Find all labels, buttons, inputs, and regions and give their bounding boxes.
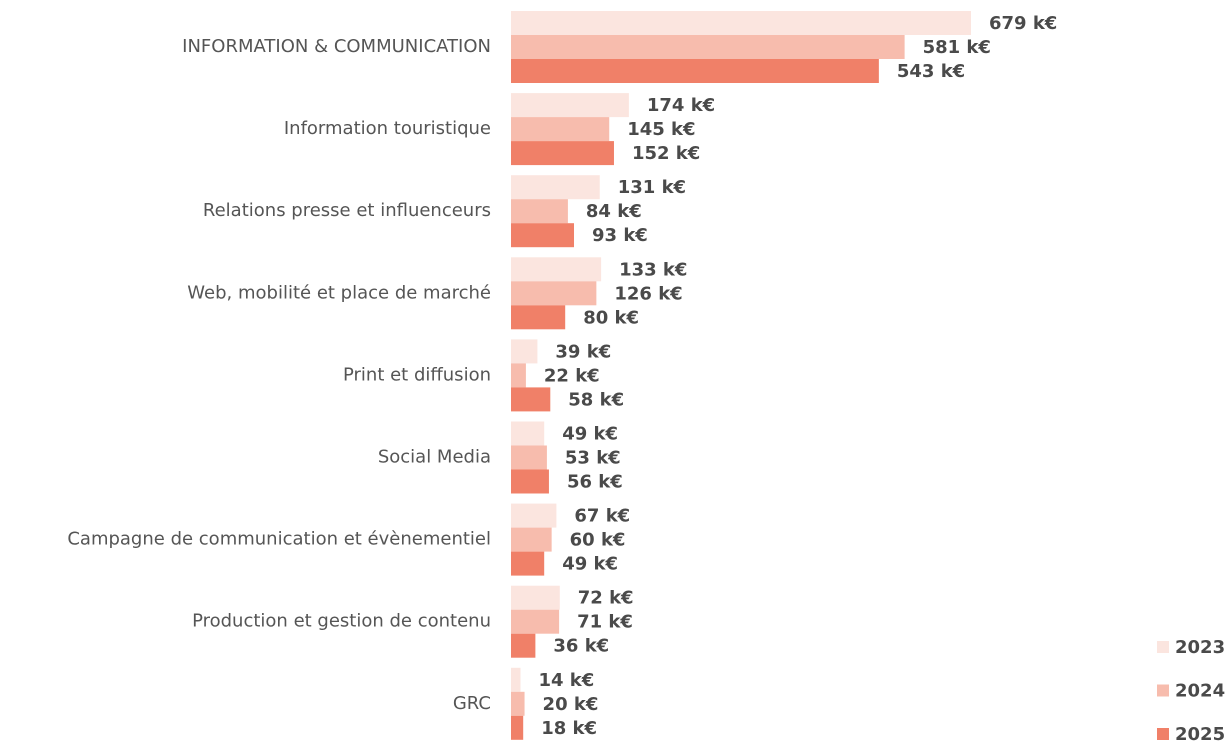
bar (511, 469, 549, 494)
category-label: Social Media (378, 447, 491, 468)
bar (511, 363, 526, 388)
bar (511, 117, 610, 142)
value-label: 22 k€ (544, 365, 600, 386)
bar (511, 387, 551, 412)
bar (511, 59, 879, 83)
value-label: 71 k€ (577, 612, 633, 633)
value-label: 174 k€ (647, 95, 715, 116)
bar (511, 11, 971, 35)
bar (511, 527, 552, 552)
category-label: INFORMATION & COMMUNICATION (182, 36, 491, 57)
value-label: 36 k€ (553, 636, 609, 657)
bar (511, 223, 575, 248)
value-label: 39 k€ (555, 341, 611, 362)
bar (511, 445, 547, 470)
bar (511, 551, 545, 576)
category-label: Production et gestion de contenu (192, 611, 491, 632)
value-label: 133 k€ (619, 259, 687, 280)
bar (511, 715, 524, 740)
legend-swatch (1157, 684, 1169, 697)
category-label: Relations presse et influenceurs (203, 200, 491, 221)
legend-swatch (1157, 641, 1169, 653)
category-label: Information touristique (284, 118, 491, 139)
bar (511, 141, 614, 166)
value-label: 84 k€ (586, 201, 642, 222)
bar (511, 691, 525, 716)
bar (511, 257, 602, 282)
value-label: 14 k€ (538, 670, 594, 691)
value-label: 131 k€ (618, 177, 686, 198)
value-label: 58 k€ (568, 389, 624, 410)
bar (511, 633, 536, 658)
bar (511, 93, 629, 118)
value-label: 49 k€ (562, 554, 618, 575)
value-label: 80 k€ (583, 307, 639, 328)
bar (511, 339, 538, 364)
bar (511, 175, 600, 200)
value-label: 145 k€ (627, 119, 695, 140)
bar (511, 667, 521, 692)
legend-label: 2025 (1175, 724, 1225, 742)
bar (511, 503, 557, 528)
legend-label: 2023 (1175, 637, 1225, 658)
category-label: Print et diffusion (343, 364, 491, 385)
bar (511, 585, 560, 610)
value-label: 60 k€ (570, 530, 626, 551)
value-label: 56 k€ (567, 472, 623, 493)
value-label: 67 k€ (574, 506, 630, 527)
value-label: 126 k€ (614, 283, 682, 304)
category-label: Web, mobilité et place de marché (187, 282, 491, 303)
value-label: 543 k€ (897, 61, 965, 82)
bar (511, 305, 566, 330)
value-label: 53 k€ (565, 448, 621, 469)
value-label: 679 k€ (989, 13, 1057, 34)
value-label: 18 k€ (541, 718, 597, 739)
value-label: 152 k€ (632, 143, 700, 164)
value-label: 581 k€ (923, 37, 991, 58)
bar (511, 35, 905, 59)
value-label: 49 k€ (562, 424, 618, 445)
value-label: 72 k€ (578, 588, 634, 609)
value-label: 93 k€ (592, 225, 648, 246)
category-label: GRC (453, 693, 491, 714)
bar (511, 609, 560, 634)
bar (511, 199, 568, 224)
legend-label: 2024 (1175, 681, 1225, 702)
value-label: 20 k€ (543, 694, 599, 715)
category-label: Campagne de communication et évènementie… (67, 529, 491, 550)
bar (511, 421, 545, 446)
bar (511, 281, 597, 306)
legend-swatch (1157, 728, 1169, 740)
